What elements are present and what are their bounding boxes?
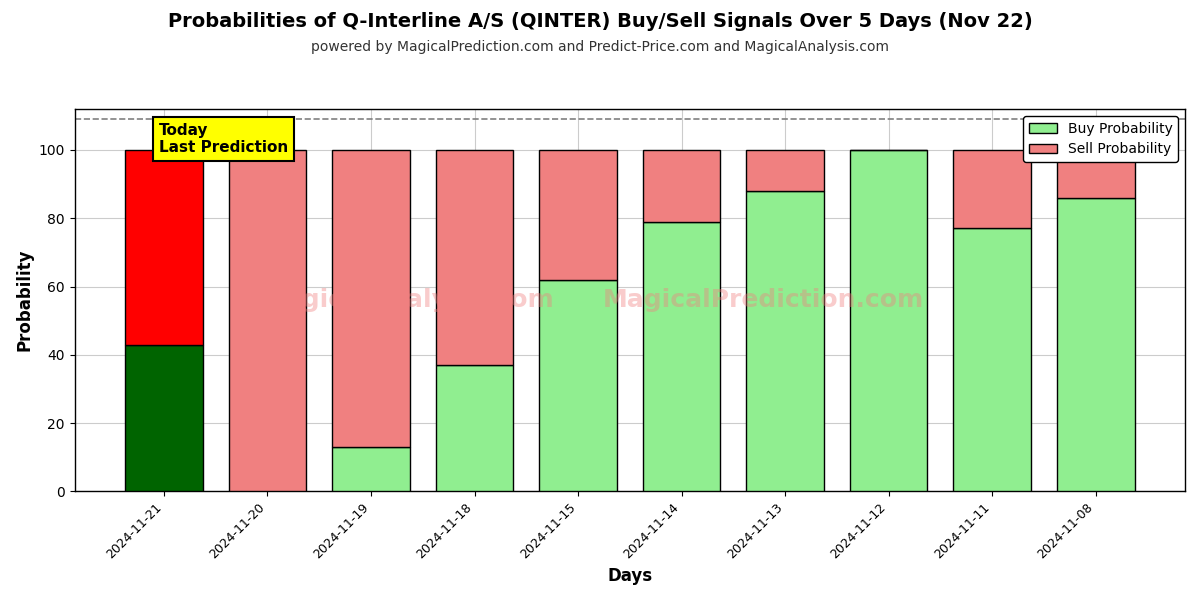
Bar xyxy=(1057,150,1134,198)
Bar xyxy=(436,365,514,491)
X-axis label: Days: Days xyxy=(607,567,653,585)
Y-axis label: Probability: Probability xyxy=(16,249,34,352)
Bar xyxy=(746,150,824,191)
Text: Probabilities of Q-Interline A/S (QINTER) Buy/Sell Signals Over 5 Days (Nov 22): Probabilities of Q-Interline A/S (QINTER… xyxy=(168,12,1032,31)
Bar xyxy=(850,150,928,491)
Text: MagicalPrediction.com: MagicalPrediction.com xyxy=(602,288,924,312)
Legend: Buy Probability, Sell Probability: Buy Probability, Sell Probability xyxy=(1024,116,1178,162)
Text: Today
Last Prediction: Today Last Prediction xyxy=(158,122,288,155)
Bar xyxy=(125,344,203,491)
Bar xyxy=(332,150,410,447)
Bar xyxy=(746,191,824,491)
Bar xyxy=(953,150,1031,229)
Bar xyxy=(539,280,617,491)
Bar xyxy=(539,150,617,280)
Bar xyxy=(643,150,720,221)
Bar xyxy=(332,447,410,491)
Bar xyxy=(1057,198,1134,491)
Bar xyxy=(229,150,306,491)
Bar xyxy=(643,221,720,491)
Bar xyxy=(125,150,203,344)
Text: MagicalAnalysis.com: MagicalAnalysis.com xyxy=(260,288,554,312)
Bar xyxy=(436,150,514,365)
Bar xyxy=(953,229,1031,491)
Text: powered by MagicalPrediction.com and Predict-Price.com and MagicalAnalysis.com: powered by MagicalPrediction.com and Pre… xyxy=(311,40,889,54)
